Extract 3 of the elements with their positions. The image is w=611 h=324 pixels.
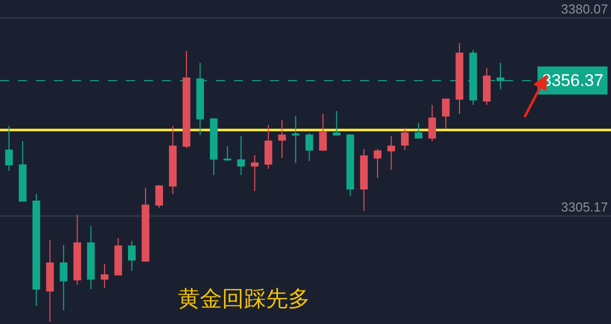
- y-tick-label: 3380.07: [561, 2, 608, 16]
- y-tick-label: 3305.17: [561, 199, 608, 214]
- annotation: 黄金回踩先多: [178, 287, 310, 312]
